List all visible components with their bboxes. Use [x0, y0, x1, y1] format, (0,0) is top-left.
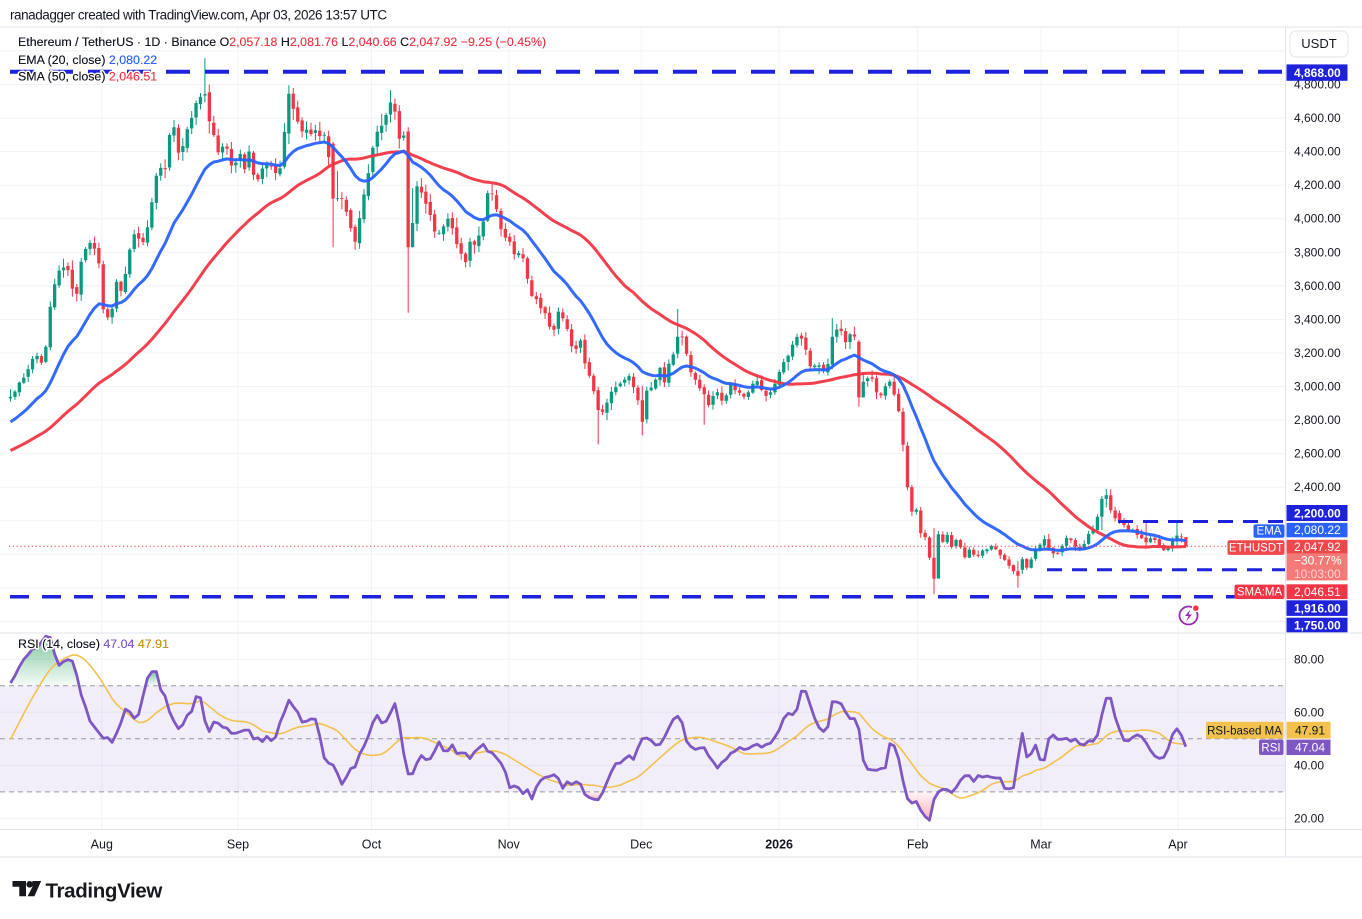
svg-text:80.00: 80.00 — [1294, 652, 1324, 666]
svg-text:3,400.00: 3,400.00 — [1294, 312, 1341, 326]
svg-text:EMA (20, close) 2,080.22: EMA (20, close) 2,080.22 — [18, 53, 157, 67]
svg-text:Ethereum / TetherUS · 1D · Bin: Ethereum / TetherUS · 1D · Binance O2,05… — [18, 35, 546, 49]
svg-text:20.00: 20.00 — [1294, 811, 1324, 825]
svg-text:3,600.00: 3,600.00 — [1294, 279, 1341, 293]
svg-text:4,800.00: 4,800.00 — [1294, 78, 1341, 92]
svg-text:SMA:MA: SMA:MA — [1237, 587, 1283, 599]
svg-text:USDT: USDT — [1301, 36, 1336, 51]
svg-text:Ethereum / TetherUS · 1D · Bin: Ethereum / TetherUS · 1D · Binance O2,05… — [18, 35, 546, 49]
svg-text:RSI (14, close) 47.04 47.91: RSI (14, close) 47.04 47.91 — [18, 637, 169, 651]
svg-text:Apr: Apr — [1168, 838, 1187, 852]
svg-text:47.91: 47.91 — [1295, 723, 1325, 737]
svg-text:47.04: 47.04 — [1295, 740, 1325, 754]
svg-text:SMA (50, close) 2,046.51: SMA (50, close) 2,046.51 — [18, 70, 157, 84]
svg-text:4,400.00: 4,400.00 — [1294, 145, 1341, 159]
svg-text:Dec: Dec — [630, 838, 652, 852]
svg-text:2026: 2026 — [765, 838, 793, 852]
svg-text:ETHUSDT: ETHUSDT — [1229, 542, 1283, 554]
svg-text:−30.77%: −30.77% — [1294, 554, 1342, 568]
svg-text:2,046.51: 2,046.51 — [1294, 585, 1341, 599]
svg-text:RSI (14, close) 47.04 47.91: RSI (14, close) 47.04 47.91 — [18, 637, 169, 651]
svg-text:3,200.00: 3,200.00 — [1294, 346, 1341, 360]
svg-text:TradingView: TradingView — [46, 880, 163, 903]
svg-text:2,600.00: 2,600.00 — [1294, 447, 1341, 461]
svg-text:2,047.92: 2,047.92 — [1294, 540, 1341, 554]
svg-text:Mar: Mar — [1030, 838, 1052, 852]
svg-text:4,600.00: 4,600.00 — [1294, 111, 1341, 125]
svg-text:EMA (20, close) 2,080.22: EMA (20, close) 2,080.22 — [18, 53, 157, 67]
svg-text:2,080.22: 2,080.22 — [1294, 523, 1341, 537]
svg-text:EMA: EMA — [1257, 525, 1282, 537]
svg-text:SMA (50, close) 2,046.51: SMA (50, close) 2,046.51 — [18, 70, 157, 84]
svg-text:2,200.00: 2,200.00 — [1294, 506, 1341, 520]
svg-text:10:03:00: 10:03:00 — [1294, 567, 1341, 581]
svg-text:Feb: Feb — [907, 838, 929, 852]
svg-text:2,800.00: 2,800.00 — [1294, 413, 1341, 427]
svg-text:2,400.00: 2,400.00 — [1294, 480, 1341, 494]
svg-text:4,868.00: 4,868.00 — [1294, 66, 1341, 80]
svg-text:RSI-based MA: RSI-based MA — [1207, 725, 1282, 737]
svg-text:60.00: 60.00 — [1294, 705, 1324, 719]
svg-text:ranadagger created with Tradin: ranadagger created with TradingView.com,… — [10, 8, 387, 23]
svg-text:RSI: RSI — [1261, 742, 1280, 754]
svg-text:1,750.00: 1,750.00 — [1294, 619, 1341, 633]
svg-text:4,000.00: 4,000.00 — [1294, 212, 1341, 226]
svg-text:1,916.00: 1,916.00 — [1294, 602, 1341, 616]
svg-text:3,000.00: 3,000.00 — [1294, 380, 1341, 394]
svg-text:Nov: Nov — [498, 838, 521, 852]
svg-text:3,800.00: 3,800.00 — [1294, 245, 1341, 259]
svg-text:40.00: 40.00 — [1294, 758, 1324, 772]
svg-text:Oct: Oct — [362, 838, 382, 852]
svg-text:4,200.00: 4,200.00 — [1294, 178, 1341, 192]
svg-text:Sep: Sep — [227, 838, 249, 852]
svg-text:Aug: Aug — [91, 838, 113, 852]
